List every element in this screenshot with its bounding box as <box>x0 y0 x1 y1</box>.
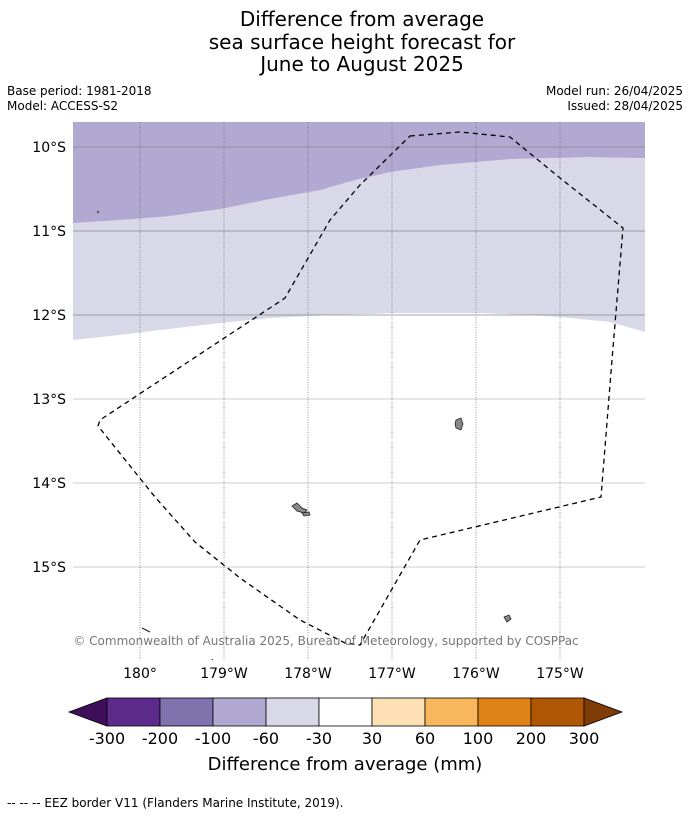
lat-labels: 10°S 11°S 12°S 13°S 14°S 15°S <box>32 140 66 576</box>
lat-label: 11°S <box>32 224 66 240</box>
colorbar-segment <box>424 697 479 727</box>
colorbar-extend-low <box>67 697 108 727</box>
copyright-text: © Commonwealth of Australia 2025, Bureau… <box>73 634 578 648</box>
meta-left: Base period: 1981-2018 Model: ACCESS-S2 <box>7 84 152 114</box>
colorbar <box>67 697 624 727</box>
meta-right: Model run: 26/04/2025 Issued: 28/04/2025 <box>546 84 683 114</box>
lon-label: 179°W <box>200 666 248 682</box>
eez-legend: -- -- -- EEZ border V11 (Flanders Marine… <box>7 796 344 810</box>
colorbar-tick-label: -300 <box>89 729 125 748</box>
issued-date: Issued: 28/04/2025 <box>567 99 683 113</box>
lat-label: 10°S <box>32 140 66 156</box>
eez-border <box>97 131 624 646</box>
colorbar-tick-labels: -300 -200 -100 -60 -30 30 60 100 200 300 <box>89 729 599 748</box>
title-line-3: June to August 2025 <box>260 52 464 76</box>
colorbar-segment <box>371 697 426 727</box>
lat-label: 12°S <box>32 308 66 324</box>
lon-label: 177°W <box>368 666 416 682</box>
island-shape <box>454 417 464 431</box>
map-area: © Commonwealth of Australia 2025, Bureau… <box>73 122 645 660</box>
island-dot <box>96 210 100 214</box>
colorbar-tick-label: -200 <box>142 729 178 748</box>
lon-label: 176°W <box>452 666 500 682</box>
title-line-2: sea surface height forecast for <box>208 29 516 54</box>
lon-label: 175°W <box>536 666 584 682</box>
colorbar-tick-label: 200 <box>516 729 547 748</box>
base-period: Base period: 1981-2018 <box>7 84 152 98</box>
title-line-1: Difference from average <box>239 7 485 31</box>
model-name: Model: ACCESS-S2 <box>7 99 119 113</box>
lon-label: 180° <box>123 666 157 682</box>
island-shape <box>503 614 512 623</box>
colorbar-segment <box>106 697 161 727</box>
lat-label: 15°S <box>32 560 66 576</box>
colorbar-segment <box>477 697 532 727</box>
lat-label: 14°S <box>32 476 66 492</box>
colorbar-tick-label: 300 <box>569 729 600 748</box>
island-shape <box>211 658 214 660</box>
colorbar-tick-label: 100 <box>463 729 494 748</box>
model-run: Model run: 26/04/2025 <box>545 84 683 98</box>
colorbar-tick-label: 60 <box>415 729 435 748</box>
island-shape <box>291 502 308 514</box>
colorbar-segment <box>530 697 585 727</box>
lat-label: 13°S <box>32 392 66 408</box>
colorbar-tick-label: -30 <box>306 729 332 748</box>
chart-title: Difference from average sea surface heig… <box>0 8 690 76</box>
lon-label: 178°W <box>284 666 332 682</box>
island-shape <box>301 511 311 517</box>
colorbar-segment <box>318 697 373 727</box>
island-shape <box>141 627 151 633</box>
colorbar-segment <box>159 697 214 727</box>
colorbar-tick-label: -100 <box>195 729 231 748</box>
colorbar-segment <box>265 697 320 727</box>
colorbar-tick-label: 30 <box>362 729 382 748</box>
lon-labels: 180° 179°W 178°W 177°W 176°W 175°W <box>123 666 584 682</box>
graticule <box>73 122 645 660</box>
colorbar-extend-high <box>583 697 624 727</box>
colorbar-segment <box>212 697 267 727</box>
colorbar-tick-label: -60 <box>253 729 279 748</box>
colorbar-label: Difference from average (mm) <box>208 754 483 775</box>
